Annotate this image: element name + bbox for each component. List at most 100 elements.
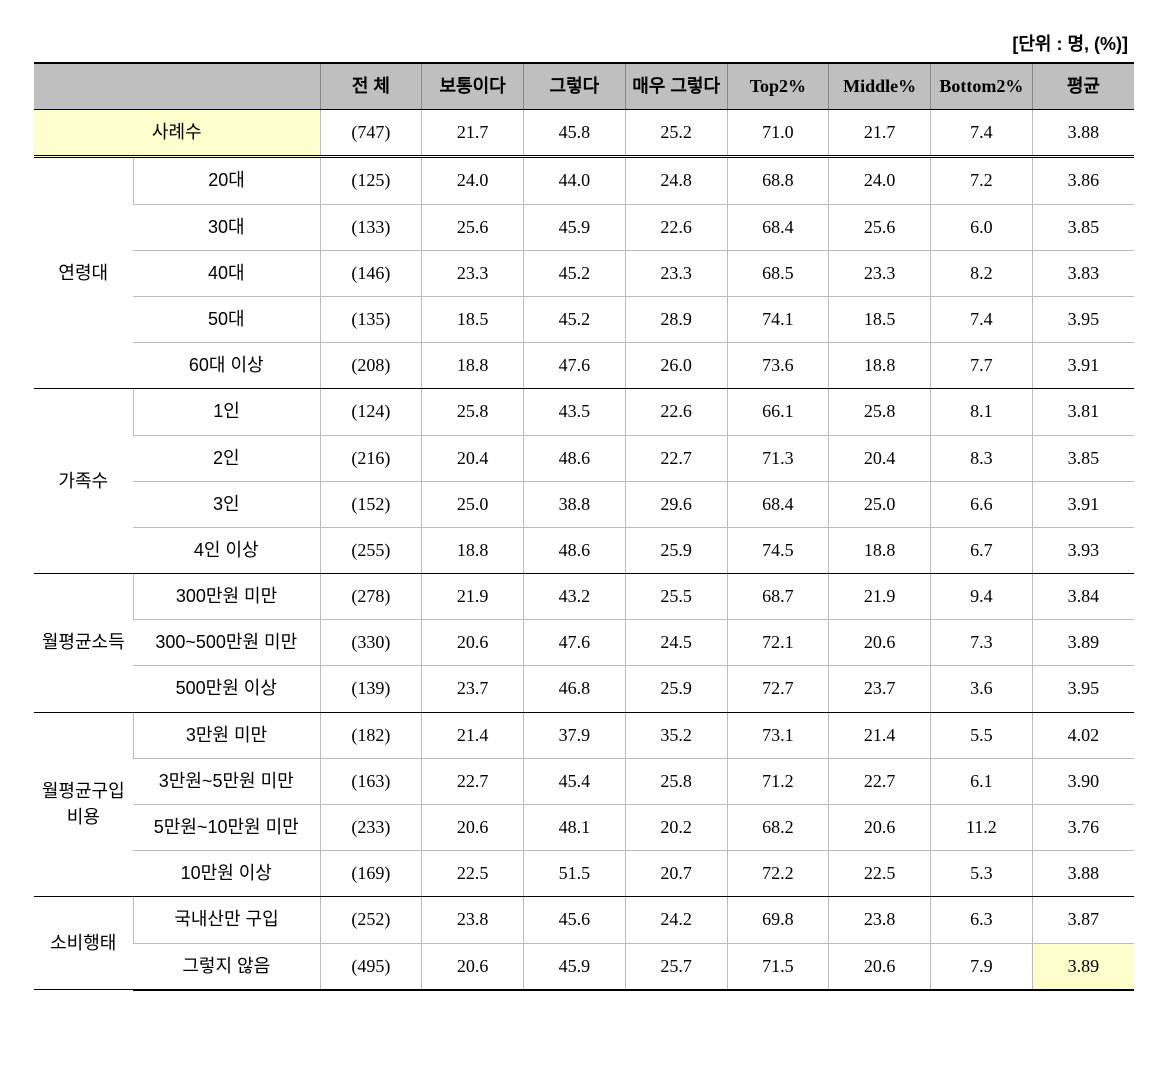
- cell: 23.8: [422, 897, 524, 943]
- cell: 47.6: [524, 343, 626, 389]
- cell: 7.3: [931, 620, 1033, 666]
- cell: 74.1: [727, 296, 829, 342]
- cell: 28.9: [625, 296, 727, 342]
- col-normal: 보통이다: [422, 63, 524, 110]
- row-label: 3인: [133, 481, 320, 527]
- table-row: 50대(135)18.545.228.974.118.57.43.95: [34, 296, 1134, 342]
- cell: 66.1: [727, 389, 829, 435]
- cell: 26.0: [625, 343, 727, 389]
- cell: 3.88: [1032, 851, 1134, 897]
- cell: 3.87: [1032, 897, 1134, 943]
- cell: 20.6: [422, 620, 524, 666]
- cell: 3.85: [1032, 435, 1134, 481]
- cell: 18.8: [829, 527, 931, 573]
- col-yes: 그렇다: [524, 63, 626, 110]
- cell: 72.1: [727, 620, 829, 666]
- cell: 45.9: [524, 204, 626, 250]
- cell: 45.2: [524, 296, 626, 342]
- cell: 6.1: [931, 758, 1033, 804]
- row-label: 500만원 이상: [133, 666, 320, 712]
- group-label: 월평균구입비용: [34, 712, 133, 897]
- row-label: 50대: [133, 296, 320, 342]
- cell: 21.9: [422, 574, 524, 620]
- cell: (495): [320, 943, 422, 990]
- table-row: 300~500만원 미만(330)20.647.624.572.120.67.3…: [34, 620, 1134, 666]
- cell: 22.7: [422, 758, 524, 804]
- col-blank: [34, 63, 320, 110]
- col-top2: Top2%: [727, 63, 829, 110]
- cell: 3.91: [1032, 481, 1134, 527]
- cell: (135): [320, 296, 422, 342]
- cell: 11.2: [931, 805, 1033, 851]
- cell: 21.9: [829, 574, 931, 620]
- cell: 25.6: [829, 204, 931, 250]
- cell: 25.8: [829, 389, 931, 435]
- cell: 25.9: [625, 527, 727, 573]
- col-total: 전 체: [320, 63, 422, 110]
- cell: 20.7: [625, 851, 727, 897]
- group-label: 연령대: [34, 157, 133, 389]
- cell: 25.2: [625, 110, 727, 157]
- cell: 22.6: [625, 204, 727, 250]
- cell: 18.5: [829, 296, 931, 342]
- group-label: 가족수: [34, 389, 133, 574]
- cell: 45.9: [524, 943, 626, 990]
- cell: (152): [320, 481, 422, 527]
- cell: 3.88: [1032, 110, 1134, 157]
- cell: 21.4: [829, 712, 931, 758]
- cell: 3.90: [1032, 758, 1134, 804]
- cell: 25.0: [422, 481, 524, 527]
- cell: 8.2: [931, 250, 1033, 296]
- col-bottom2: Bottom2%: [931, 63, 1033, 110]
- row-label: 3만원 미만: [133, 712, 320, 758]
- row-label: 300만원 미만: [133, 574, 320, 620]
- cell: (182): [320, 712, 422, 758]
- summary-label: 사례수: [34, 110, 320, 157]
- col-avg: 평균: [1032, 63, 1134, 110]
- cell: 24.2: [625, 897, 727, 943]
- table-row: 가족수1인(124)25.843.522.666.125.88.13.81: [34, 389, 1134, 435]
- cell: 20.4: [829, 435, 931, 481]
- cell: 23.7: [829, 666, 931, 712]
- cell: 20.6: [422, 943, 524, 990]
- cell: 3.81: [1032, 389, 1134, 435]
- cell: 35.2: [625, 712, 727, 758]
- cell: 48.1: [524, 805, 626, 851]
- cell: 73.1: [727, 712, 829, 758]
- cell: 3.91: [1032, 343, 1134, 389]
- cell: 7.4: [931, 296, 1033, 342]
- cell: 18.8: [829, 343, 931, 389]
- cell: (747): [320, 110, 422, 157]
- cell: (330): [320, 620, 422, 666]
- cell: 23.3: [625, 250, 727, 296]
- cell: 3.6: [931, 666, 1033, 712]
- cell: 45.2: [524, 250, 626, 296]
- cell: 29.6: [625, 481, 727, 527]
- header-row: 전 체 보통이다 그렇다 매우 그렇다 Top2% Middle% Bottom…: [34, 63, 1134, 110]
- cell: 24.0: [829, 157, 931, 204]
- cell: 43.5: [524, 389, 626, 435]
- col-very-yes: 매우 그렇다: [625, 63, 727, 110]
- cell: 22.7: [625, 435, 727, 481]
- table-row: 40대(146)23.345.223.368.523.38.23.83: [34, 250, 1134, 296]
- cell: 68.7: [727, 574, 829, 620]
- table-row: 10만원 이상(169)22.551.520.772.222.55.33.88: [34, 851, 1134, 897]
- cell: (125): [320, 157, 422, 204]
- row-label: 300~500만원 미만: [133, 620, 320, 666]
- cell: 25.0: [829, 481, 931, 527]
- cell: 4.02: [1032, 712, 1134, 758]
- table-row: 월평균소득300만원 미만(278)21.943.225.568.721.99.…: [34, 574, 1134, 620]
- cell: 3.85: [1032, 204, 1134, 250]
- cell: 45.6: [524, 897, 626, 943]
- cell: 8.3: [931, 435, 1033, 481]
- row-label: 4인 이상: [133, 527, 320, 573]
- cell: 6.3: [931, 897, 1033, 943]
- cell: 7.2: [931, 157, 1033, 204]
- cell: (252): [320, 897, 422, 943]
- data-table: 전 체 보통이다 그렇다 매우 그렇다 Top2% Middle% Bottom…: [34, 62, 1134, 991]
- cell: (208): [320, 343, 422, 389]
- cell: 20.4: [422, 435, 524, 481]
- cell: 22.5: [422, 851, 524, 897]
- cell: 20.6: [829, 943, 931, 990]
- cell: 18.5: [422, 296, 524, 342]
